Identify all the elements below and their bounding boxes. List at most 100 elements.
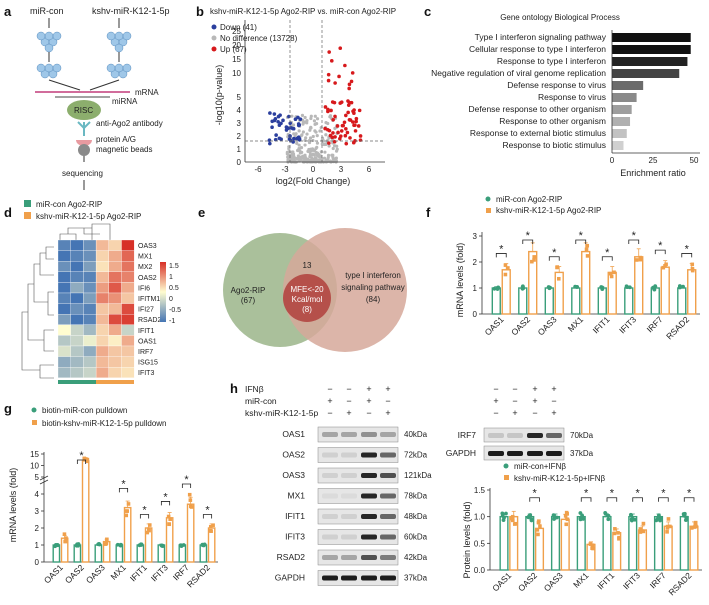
volcano-yticks: 0 1 2 3 4 5 10 15 20 25: [232, 27, 241, 167]
venn-center-line1: MFE<-20: [290, 285, 324, 294]
volcano-point-up: [331, 131, 335, 135]
dot-kshv: [536, 520, 541, 525]
blot-strip: [317, 529, 399, 545]
heatmap-cell: [95, 271, 109, 283]
h-condition-sign: −: [327, 408, 332, 418]
heatmap-cell: [70, 282, 84, 294]
dot-con: [500, 513, 505, 518]
go-term-label: Response to biotic stimulus: [503, 140, 606, 150]
sig-star: *: [79, 450, 84, 462]
bar-con: [115, 544, 124, 563]
x-category-label: OAS3: [84, 562, 107, 585]
heatmap-cell: [57, 292, 71, 304]
volcano-point-up: [339, 134, 343, 138]
volcano-point-nodiff: [308, 147, 312, 152]
xtick-6: 6: [367, 165, 372, 174]
volcano-point-up: [339, 129, 344, 133]
dot-kshv: [104, 541, 109, 545]
dot-con: [681, 284, 685, 289]
dot-con: [632, 517, 637, 522]
dot-kshv: [167, 522, 171, 526]
h-protein-label: OAS3: [282, 470, 305, 480]
volcano-point-up: [325, 127, 330, 132]
volcano-point-nodiff: [300, 113, 305, 117]
dot-con: [625, 285, 630, 290]
y-tick-label: 15: [30, 450, 39, 459]
h-protein-label: IRF7: [458, 430, 477, 440]
x-category-label: OAS3: [536, 314, 559, 337]
volcano-point-down: [273, 137, 278, 142]
go-bar: [612, 129, 627, 138]
f-legend-con-marker: [485, 196, 491, 202]
heatmap-cell: [83, 335, 97, 347]
dot-kshv: [563, 514, 568, 518]
volcano-point-nodiff: [331, 146, 335, 151]
volcano-point-nodiff: [297, 147, 301, 151]
heatmap-cell: [57, 282, 71, 294]
volcano-point-up: [351, 120, 355, 124]
h-condition-sign: −: [346, 384, 351, 394]
h-condition-sign: −: [551, 396, 556, 406]
dot-con: [529, 517, 534, 522]
a-antibody-label: anti-Ago2 antibody: [96, 119, 163, 128]
heatmap-cell: [83, 250, 97, 262]
dot-kshv: [584, 247, 589, 252]
heatmap-cell: [95, 345, 109, 357]
volcano-point-up: [349, 79, 354, 84]
dot-con: [657, 513, 661, 518]
volcano-thresholds: [245, 20, 385, 162]
heatmap-cell: [83, 271, 97, 283]
dot-kshv: [612, 270, 616, 275]
xtick-n3: -3: [281, 165, 289, 174]
volcano-point-down: [272, 112, 277, 116]
volcano-point-nodiff: [323, 150, 327, 154]
bar-con: [679, 515, 689, 571]
bar-kshv: [689, 525, 699, 571]
volcano-xlabel: log2(Fold Change): [276, 176, 351, 186]
bar-con: [518, 287, 528, 315]
panel-label-e: e: [198, 205, 205, 220]
h-condition-sign: +: [532, 384, 537, 394]
dot-con: [653, 284, 658, 289]
h-western-blot-irf7: IRF7 70kDa GAPDH 37kDa: [446, 427, 594, 461]
sig-bracket: [118, 487, 129, 493]
x-category-label: RSAD2: [185, 562, 212, 589]
hm-legend-con: miR-con Ago2-RIP: [36, 200, 102, 209]
h-condition-sign: −: [385, 396, 390, 406]
x-category-label: RSAD2: [664, 314, 691, 341]
volcano-point-nodiff: [320, 157, 324, 161]
dot-kshv: [693, 520, 698, 525]
volcano-point-up: [336, 130, 340, 135]
dot-kshv: [585, 243, 590, 248]
x-category-label: OAS2: [63, 562, 86, 585]
y-tick-label: 0: [35, 558, 40, 567]
panel-c: c Gene ontology Biological Process Type …: [424, 4, 700, 178]
go-bar: [612, 141, 624, 150]
venn-overlap-count: 13: [303, 261, 312, 270]
volcano-point-nodiff: [290, 150, 294, 154]
dot-kshv: [590, 543, 595, 548]
sig-star: *: [635, 488, 640, 500]
volcano-point-up: [327, 141, 331, 145]
h-condition-table: IFNβ − − + +miR-con + − + −kshv-miR-K12-1-5p − + − +…: [245, 384, 557, 418]
volcano-point-nodiff: [307, 138, 311, 143]
heatmap-cell: [108, 250, 122, 262]
h-condition-label: miR-con: [245, 396, 277, 406]
heatmap-cell: [95, 356, 109, 368]
sig-star: *: [163, 491, 168, 503]
h-size-label: 70kDa: [570, 431, 594, 440]
heatmap-cell: [95, 239, 109, 251]
heatmap-cell: [121, 356, 135, 368]
dot-con: [53, 544, 57, 549]
volcano-point-nodiff: [287, 150, 291, 154]
h-size-label: 72kDa: [404, 451, 428, 460]
heatmap-cell: [95, 261, 109, 272]
bar-con: [550, 515, 561, 571]
hm-gene-label: IFI6: [138, 285, 150, 292]
h-ylabel: Protein levels (fold): [462, 501, 472, 578]
blot-band: [527, 433, 543, 438]
dot-kshv: [538, 524, 542, 529]
volcano-point-up: [340, 123, 345, 128]
volcano-point-down: [268, 111, 272, 115]
volcano-point-nodiff: [318, 129, 322, 133]
